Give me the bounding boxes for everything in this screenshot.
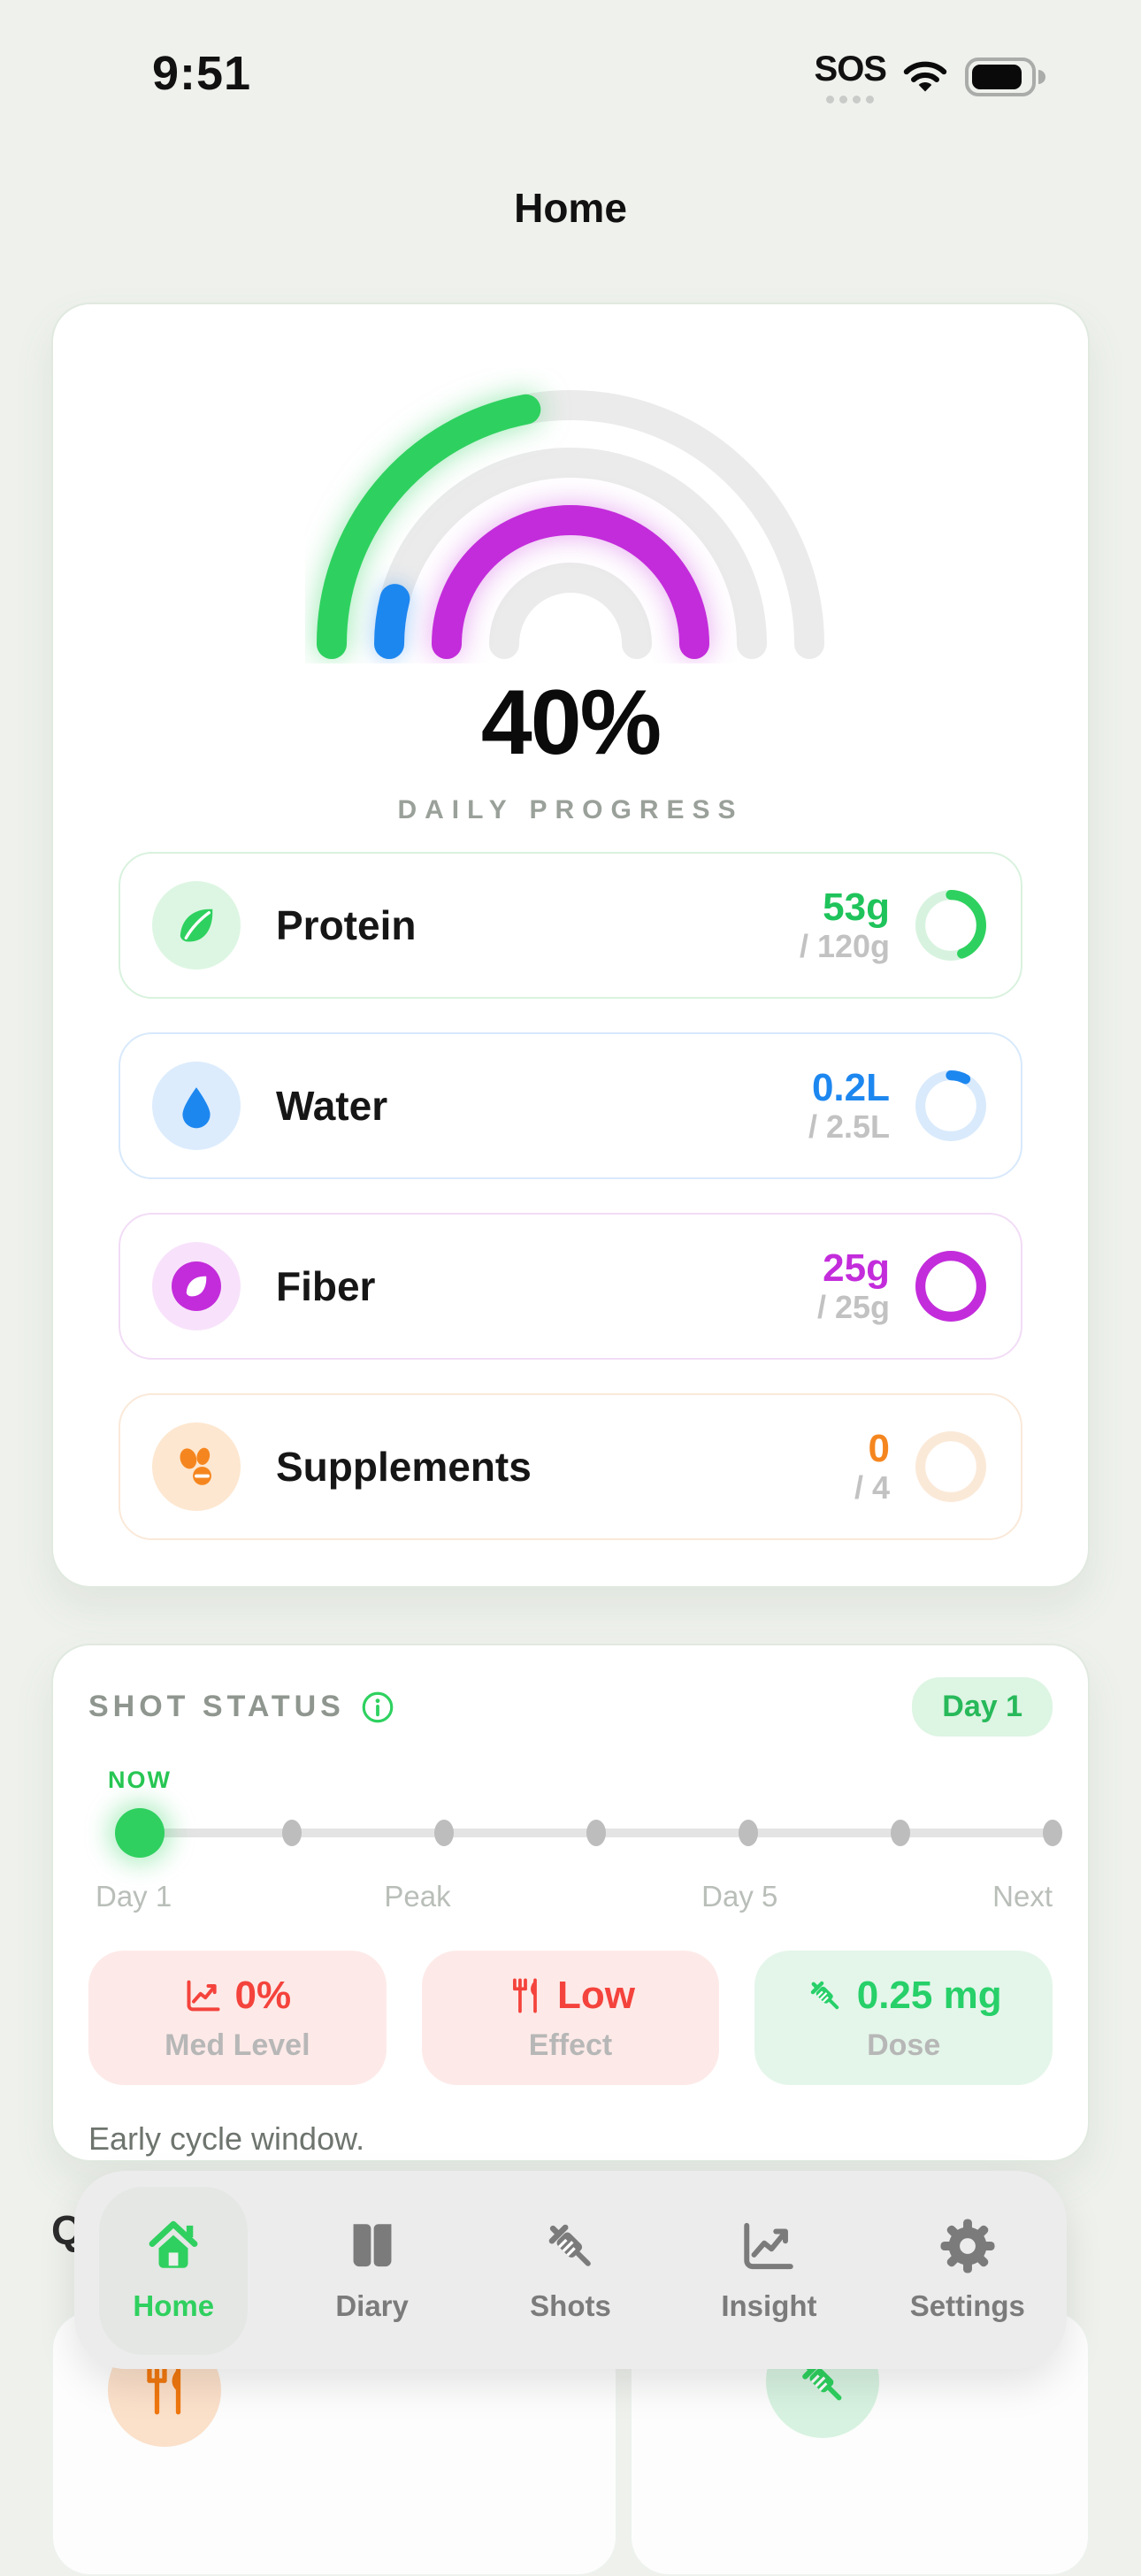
daily-progress-card: 40% DAILY PROGRESS Protein 53g / 120g Wa… — [51, 303, 1090, 1588]
page-title: Home — [514, 185, 627, 231]
tab-shots-label: Shots — [530, 2289, 611, 2322]
supplements-ring — [915, 1431, 986, 1502]
wifi-icon — [902, 59, 948, 95]
daily-progress-caption: DAILY PROGRESS — [397, 795, 744, 824]
timeline-dot — [586, 1820, 606, 1846]
trend-icon — [184, 1976, 223, 2015]
tab-settings-label: Settings — [909, 2289, 1025, 2322]
med-level-chip: 0% Med Level — [88, 1951, 387, 2085]
tab-diary[interactable]: Diary — [272, 2171, 471, 2369]
timeline-dot — [433, 1820, 454, 1846]
shot-timeline — [88, 1807, 1062, 1859]
fiber-ring — [915, 1251, 986, 1322]
protein-ring — [915, 890, 986, 961]
daily-progress-percent: 40% — [480, 671, 662, 774]
effect-value: Low — [557, 1973, 635, 2017]
effect-chip: Low Effect — [421, 1951, 720, 2085]
utensils-icon — [506, 1976, 545, 2015]
protein-total: / 120g — [799, 928, 890, 965]
day-badge: Day 1 — [912, 1677, 1053, 1736]
tab-bar: Home Diary Shots Insight Settings — [74, 2171, 1067, 2369]
dose-label: Dose — [867, 2028, 941, 2062]
syringe-icon — [806, 1976, 845, 2015]
gear-icon — [938, 2217, 997, 2275]
cycle-footnote: Early cycle window. — [88, 2120, 365, 2157]
now-label: NOW — [108, 1767, 172, 1793]
tab-insight-label: Insight — [721, 2289, 817, 2322]
tab-settings[interactable]: Settings — [869, 2171, 1067, 2369]
timeline-now-dot — [115, 1808, 165, 1858]
tab-diary-label: Diary — [335, 2289, 409, 2322]
droplet-icon — [152, 1062, 241, 1150]
status-bar-time: 9:51 — [152, 47, 252, 100]
protein-value: 53g — [823, 886, 890, 930]
fiber-value: 25g — [823, 1246, 890, 1291]
timeline-dot — [890, 1820, 910, 1846]
tab-shots[interactable]: Shots — [471, 2171, 670, 2369]
timeline-dot — [1043, 1820, 1062, 1846]
med-level-label: Med Level — [165, 2028, 310, 2062]
timeline-dot — [282, 1820, 302, 1846]
dose-chip: 0.25 mg Dose — [754, 1951, 1053, 2085]
timeline-label-peak: Peak — [384, 1880, 451, 1913]
status-bar-indicators: SOS — [815, 50, 1049, 104]
protein-row[interactable]: Protein 53g / 120g — [119, 852, 1022, 999]
info-icon[interactable] — [359, 1689, 396, 1726]
syringe-icon — [541, 2217, 600, 2275]
water-ring — [915, 1070, 986, 1141]
timeline-labels: Day 1 Peak Day 5 Next — [88, 1880, 1053, 1915]
leaf-badge-icon — [152, 1242, 241, 1330]
timeline-label-day1: Day 1 — [96, 1880, 172, 1913]
supplements-label: Supplements — [276, 1444, 532, 1490]
active-tab-highlight — [99, 2187, 249, 2355]
network-status: SOS — [814, 50, 887, 104]
tab-insight[interactable]: Insight — [670, 2171, 868, 2369]
effect-label: Effect — [528, 2028, 613, 2062]
supplements-value: 0 — [868, 1427, 890, 1471]
dose-value: 0.25 mg — [856, 1973, 1002, 2017]
nutrient-list: Protein 53g / 120g Water 0.2L / 2.5L — [119, 852, 1022, 1540]
tab-home-label: Home — [133, 2289, 215, 2322]
sos-label: SOS — [814, 50, 887, 88]
fiber-row[interactable]: Fiber 25g / 25g — [119, 1213, 1022, 1360]
tab-home[interactable]: Home — [74, 2171, 272, 2369]
water-label: Water — [276, 1083, 388, 1129]
supplements-row[interactable]: Supplements 0 / 4 — [119, 1393, 1022, 1540]
protein-label: Protein — [276, 902, 417, 948]
fiber-label: Fiber — [276, 1263, 376, 1309]
timeline-dot — [739, 1820, 759, 1846]
chart-icon — [739, 2217, 798, 2275]
pills-icon — [152, 1422, 241, 1511]
water-row[interactable]: Water 0.2L / 2.5L — [119, 1032, 1022, 1179]
fiber-total: / 25g — [816, 1289, 890, 1326]
leaf-icon — [152, 881, 241, 970]
timeline-label-day5: Day 5 — [701, 1880, 778, 1913]
home-icon — [144, 2217, 203, 2275]
water-value: 0.2L — [811, 1066, 890, 1110]
water-total: / 2.5L — [808, 1108, 890, 1146]
daily-progress-gauge — [53, 368, 1088, 663]
supplements-total: / 4 — [854, 1469, 890, 1506]
shot-status-title: SHOT STATUS — [88, 1690, 345, 1723]
shot-status-card: SHOT STATUS Day 1 NOW Day 1 Peak Day 5 N… — [51, 1644, 1090, 2162]
book-icon — [343, 2217, 402, 2275]
signal-dots-icon — [826, 96, 875, 104]
timeline-label-next: Next — [992, 1880, 1053, 1913]
battery-icon — [965, 57, 1045, 96]
med-level-value: 0% — [234, 1973, 292, 2017]
